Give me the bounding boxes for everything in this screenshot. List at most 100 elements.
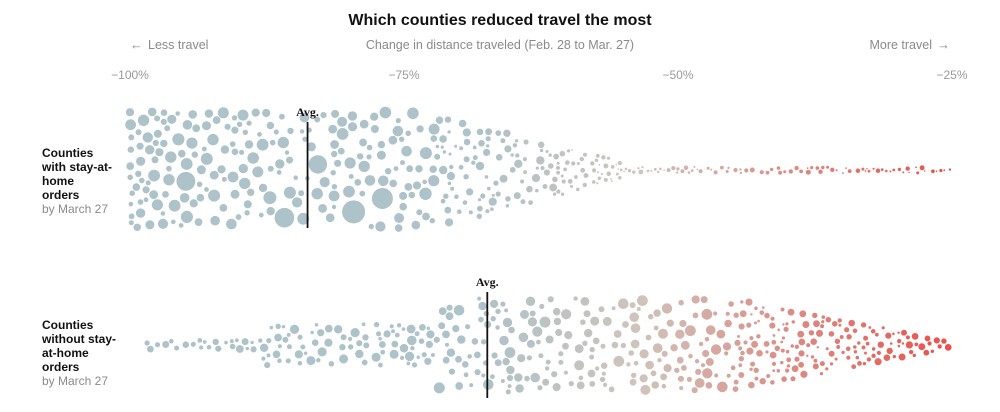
county-bubble bbox=[433, 336, 441, 344]
county-bubble bbox=[938, 168, 944, 173]
county-bubble bbox=[567, 178, 574, 185]
county-bubble bbox=[514, 152, 521, 159]
county-bubble bbox=[220, 144, 230, 155]
county-bubble bbox=[160, 118, 168, 126]
county-bubble bbox=[150, 155, 160, 164]
county-bubble bbox=[245, 346, 250, 351]
county-bubble bbox=[675, 170, 679, 175]
county-bubble bbox=[418, 337, 425, 345]
county-bubble bbox=[274, 322, 282, 330]
county-bubble bbox=[796, 330, 805, 339]
county-bubble bbox=[230, 125, 240, 135]
county-bubble bbox=[600, 172, 604, 176]
county-bubble bbox=[712, 310, 718, 317]
county-bubble bbox=[502, 317, 513, 328]
county-bubble bbox=[569, 184, 574, 189]
x-tick-label: −50% bbox=[662, 68, 693, 82]
county-bubble bbox=[737, 355, 745, 363]
county-bubble bbox=[891, 168, 896, 173]
county-bubble bbox=[425, 329, 436, 340]
county-bubble bbox=[638, 373, 649, 384]
county-bubble bbox=[563, 330, 573, 340]
county-bubble bbox=[526, 354, 533, 361]
county-bubble bbox=[636, 306, 642, 312]
county-bubble bbox=[884, 332, 892, 340]
county-bubble bbox=[884, 169, 889, 173]
county-bubble bbox=[820, 165, 826, 170]
county-bubble bbox=[805, 353, 810, 358]
county-bubble bbox=[438, 134, 448, 144]
county-bubble bbox=[522, 169, 528, 175]
county-bubble bbox=[328, 189, 341, 202]
county-bubble bbox=[738, 167, 743, 172]
county-bubble bbox=[534, 188, 540, 193]
county-bubble bbox=[737, 371, 745, 379]
county-bubble bbox=[948, 167, 952, 172]
county-bubble bbox=[238, 163, 249, 174]
county-bubble bbox=[620, 342, 627, 349]
county-bubble bbox=[621, 320, 630, 329]
county-bubble bbox=[652, 308, 662, 318]
county-bubble bbox=[676, 356, 685, 365]
county-bubble bbox=[891, 331, 896, 336]
more-travel-indicator: More travel → bbox=[869, 37, 950, 52]
county-bubble bbox=[661, 302, 673, 315]
county-bubble bbox=[480, 338, 487, 346]
county-bubble bbox=[599, 343, 607, 350]
county-bubble bbox=[820, 314, 826, 320]
county-bubble bbox=[560, 191, 565, 197]
county-bubble bbox=[374, 220, 387, 233]
county-bubble bbox=[162, 173, 176, 186]
county-bubble bbox=[489, 315, 497, 323]
county-bubble bbox=[824, 316, 832, 324]
county-bubble bbox=[421, 212, 431, 222]
county-bubble bbox=[749, 361, 756, 368]
county-bubble bbox=[630, 338, 641, 349]
county-bubble bbox=[501, 357, 511, 366]
county-bubble bbox=[509, 166, 517, 174]
county-bubble bbox=[815, 345, 820, 350]
county-bubble bbox=[662, 363, 673, 373]
county-bubble bbox=[311, 338, 320, 347]
county-bubble bbox=[866, 169, 871, 174]
county-bubble bbox=[203, 186, 210, 193]
county-bubble bbox=[458, 164, 465, 171]
x-tick-label: −100% bbox=[111, 68, 149, 82]
county-bubble bbox=[737, 322, 746, 331]
county-bubble bbox=[415, 208, 423, 216]
county-bubble bbox=[265, 206, 276, 216]
county-bubble bbox=[874, 332, 880, 338]
county-bubble bbox=[507, 326, 516, 334]
county-bubble bbox=[563, 370, 569, 376]
county-bubble bbox=[212, 115, 222, 125]
county-bubble bbox=[918, 164, 926, 171]
county-bubble bbox=[808, 329, 815, 337]
county-bubble bbox=[897, 344, 901, 348]
county-bubble bbox=[723, 319, 733, 328]
county-bubble bbox=[453, 144, 458, 149]
county-bubble bbox=[570, 148, 574, 152]
county-bubble bbox=[541, 183, 549, 190]
county-bubble bbox=[812, 319, 821, 328]
county-bubble bbox=[628, 311, 640, 323]
county-bubble bbox=[725, 169, 730, 174]
county-bubble bbox=[378, 106, 392, 119]
county-bubble bbox=[589, 316, 600, 327]
county-bubble bbox=[406, 323, 417, 334]
county-bubble bbox=[712, 169, 719, 176]
county-bubble bbox=[617, 297, 630, 310]
county-bubble bbox=[153, 129, 163, 139]
county-bubble bbox=[866, 356, 872, 363]
county-bubble bbox=[492, 179, 500, 187]
county-bubble bbox=[330, 150, 339, 158]
county-bubble bbox=[843, 326, 850, 333]
county-bubble bbox=[553, 317, 562, 326]
county-bubble bbox=[377, 140, 386, 149]
county-bubble bbox=[853, 349, 858, 355]
county-bubble bbox=[258, 183, 268, 193]
county-bubble bbox=[573, 174, 579, 180]
county-bubble bbox=[378, 340, 387, 349]
county-bubble bbox=[675, 166, 681, 172]
county-bubble bbox=[337, 147, 346, 156]
county-bubble bbox=[535, 165, 540, 171]
